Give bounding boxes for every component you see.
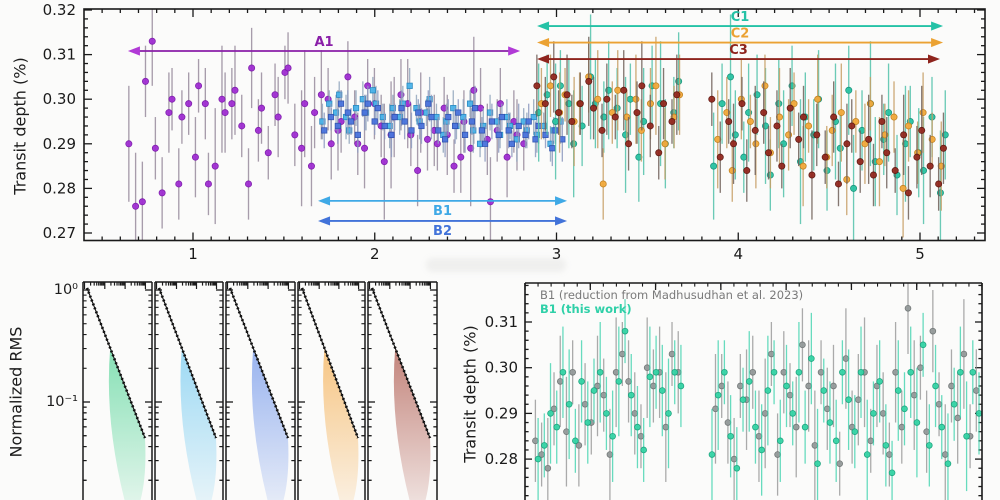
annotation-C1: C1 bbox=[537, 10, 944, 31]
rms-y-axis-label: Normalized RMS bbox=[6, 326, 26, 458]
tick-label: 0.32 bbox=[43, 1, 76, 19]
tick-label: 0.31 bbox=[43, 46, 76, 64]
annotation-C3: C3 bbox=[537, 43, 940, 64]
rms-fan bbox=[323, 348, 359, 500]
rms-panel-4 bbox=[297, 281, 366, 500]
tick-label: 0.29 bbox=[485, 404, 518, 422]
b1-comparison-panel: 0.28 0.29 0.30 0.31 bbox=[485, 282, 983, 500]
rms-ytick-1e-1: 10⁻¹ bbox=[46, 394, 78, 410]
transit-depth-spectrum-panel: 1 2 3 4 5 0.27 0.28 0.29 0.30 0.31 0.32 A1 B1 B2 C1 C2C… bbox=[43, 1, 986, 262]
rms-fan bbox=[251, 348, 289, 500]
tick-label: 3 bbox=[552, 245, 562, 262]
annotation-B2: B2 bbox=[318, 216, 568, 239]
rms-fan bbox=[180, 348, 217, 500]
tick-label: 1 bbox=[188, 245, 198, 262]
tick-label: 5 bbox=[915, 245, 925, 262]
legend-b1-this-work: B1 (this work) bbox=[540, 302, 632, 316]
rms-panel-2 bbox=[154, 281, 224, 500]
tick-label: B1 bbox=[433, 204, 452, 219]
tick-label: 0.30 bbox=[43, 90, 76, 108]
tick-label: 0.28 bbox=[485, 450, 518, 468]
rms-panel-3 bbox=[225, 281, 296, 500]
rms-fan bbox=[108, 348, 146, 500]
tick-label: B2 bbox=[433, 224, 452, 239]
legend-b1-madhusudhan: B1 (reduction from Madhusudhan et al. 20… bbox=[540, 288, 804, 302]
tick-label: 0.28 bbox=[43, 179, 76, 197]
tick-label: C3 bbox=[729, 43, 748, 58]
tick-label: 0.27 bbox=[43, 224, 76, 242]
tick-label: 0.31 bbox=[485, 313, 518, 331]
rms-panel-5 bbox=[367, 281, 438, 500]
tick-label: 0.29 bbox=[43, 135, 76, 153]
annotation-B1: B1 bbox=[318, 196, 568, 219]
top-y-axis-label: Transit depth (%) bbox=[10, 57, 30, 195]
annotation-C2: C2 bbox=[537, 27, 944, 48]
tick-label: A1 bbox=[314, 35, 333, 50]
tick-label: C1 bbox=[731, 10, 750, 25]
rms-ytick-1e0: 10⁰ bbox=[53, 282, 78, 298]
right-y-axis-label: Transit depth (%) bbox=[460, 325, 480, 463]
normalized-rms-panels bbox=[82, 281, 438, 500]
tick-label: 0.30 bbox=[485, 359, 518, 377]
tick-label: 2 bbox=[370, 245, 380, 262]
faded-x-axis-label-smudge bbox=[426, 258, 566, 272]
tick-label: C2 bbox=[731, 27, 750, 42]
annotation-A1: A1 bbox=[127, 35, 521, 56]
tick-label: 4 bbox=[733, 245, 743, 262]
rms-fan bbox=[393, 348, 431, 500]
rms-panel-1 bbox=[82, 281, 153, 500]
